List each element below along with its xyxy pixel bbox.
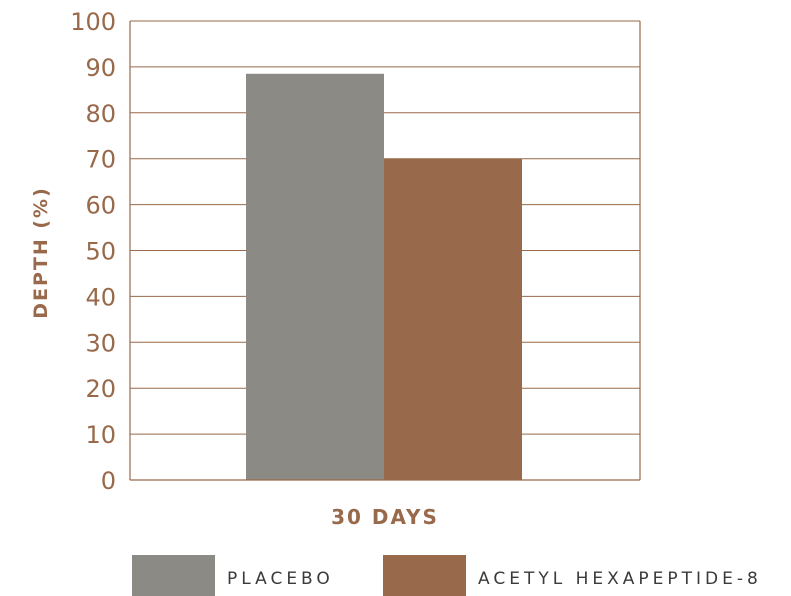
legend-label-placebo: PLACEBO [227,569,334,589]
y-tick-label-10: 10 [85,421,116,449]
y-tick-label-40: 40 [85,283,116,311]
bar-acetyl-hexapeptide-8 [384,158,522,480]
y-tick-label-100: 100 [70,8,116,36]
legend-swatch-placebo [132,555,215,596]
legend: PLACEBO ACETYL HEXAPEPTIDE-8 [132,555,762,596]
y-tick-label-80: 80 [85,100,116,128]
y-tick-label-30: 30 [85,329,116,357]
bars [246,73,522,480]
axes [129,21,641,481]
y-axis-label: DEPTH (%) [30,186,52,319]
y-tick-label-20: 20 [85,375,116,403]
legend-swatch-acetyl-hexapeptide-8 [383,555,466,596]
y-tick-label-60: 60 [85,192,116,220]
x-category-label: 30 DAYS [331,505,439,529]
y-tick-labels: 0 10 20 30 40 50 60 70 80 90 100 [70,8,116,495]
y-tick-label-50: 50 [85,238,116,266]
bar-placebo [246,73,384,480]
y-tick-label-0: 0 [101,467,116,495]
y-tick-label-70: 70 [85,146,116,174]
legend-label-acetyl-hexapeptide-8: ACETYL HEXAPEPTIDE-8 [478,569,762,589]
y-tick-label-90: 90 [85,54,116,82]
